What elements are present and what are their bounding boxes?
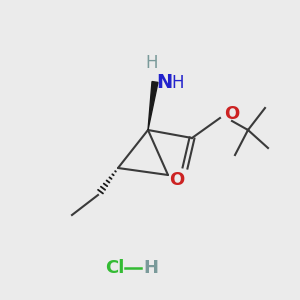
Text: O: O <box>169 171 184 189</box>
Text: N: N <box>156 74 172 92</box>
Text: H: H <box>171 74 184 92</box>
Text: Cl: Cl <box>105 259 124 277</box>
Text: O: O <box>224 105 239 123</box>
Text: H: H <box>146 54 158 72</box>
Text: H: H <box>143 259 158 277</box>
Polygon shape <box>148 82 158 130</box>
